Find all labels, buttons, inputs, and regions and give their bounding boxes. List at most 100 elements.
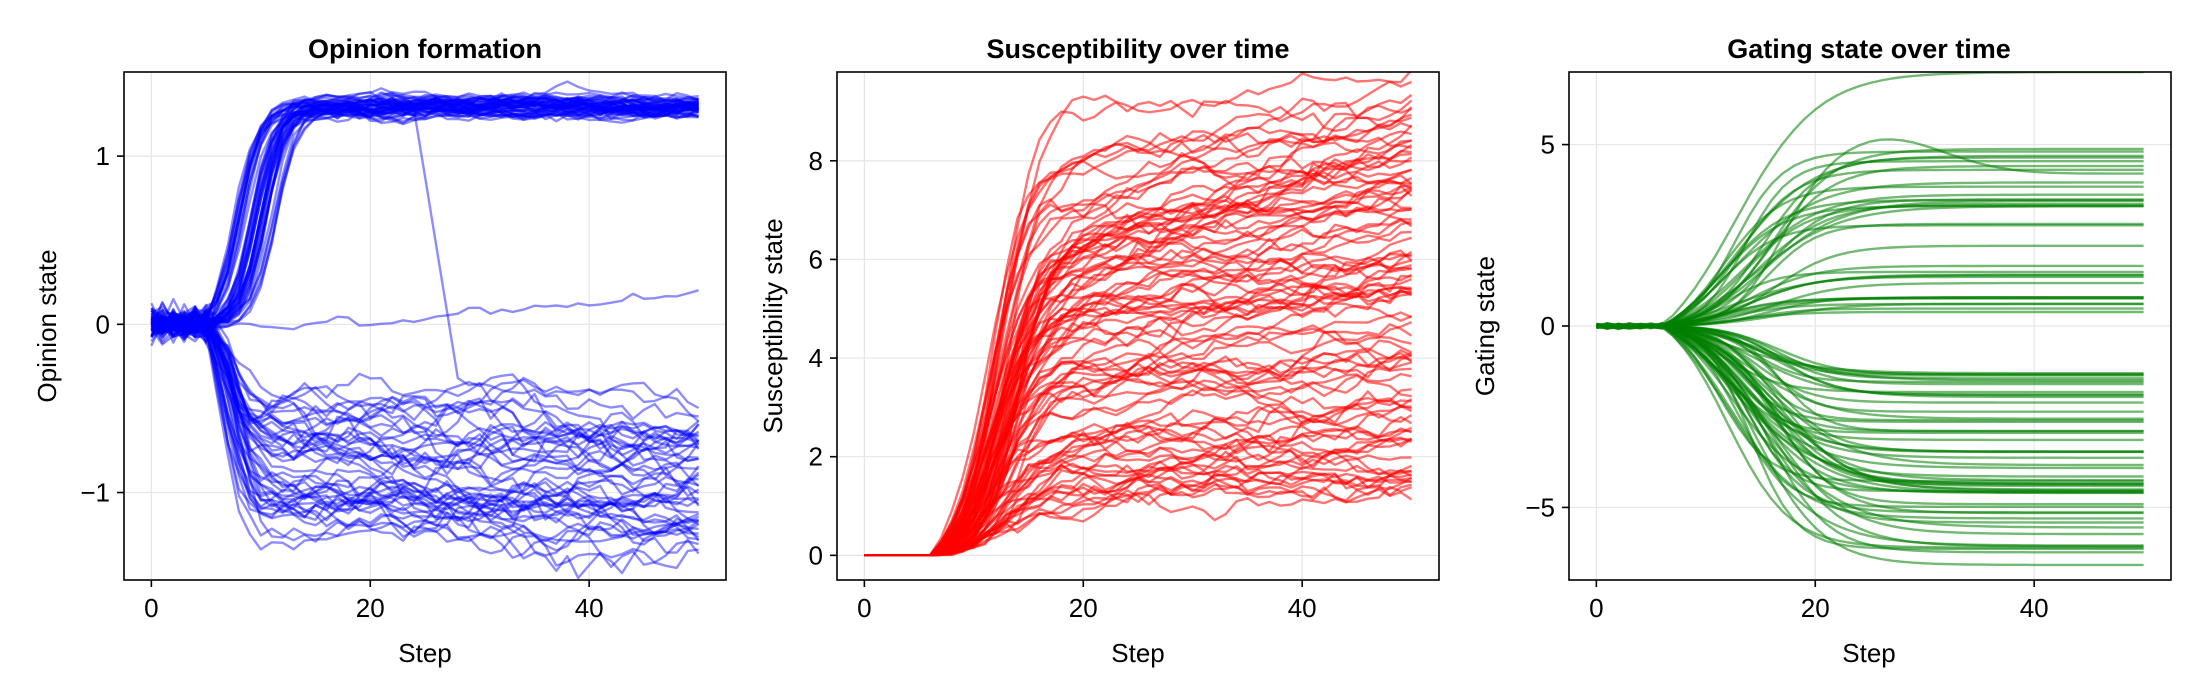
series-line [1596,323,2144,453]
series-line [1596,296,2144,329]
series-line [151,306,700,441]
series-line [151,91,699,338]
series-line [151,319,700,523]
series-line [1596,150,2144,330]
series-line [150,101,699,339]
tick-group: 0 20 40 −1 0 1 [80,141,603,623]
series-line [1596,193,2144,330]
series-line [150,93,699,345]
series-line [151,311,700,521]
y-tick-label: 0 [809,540,823,570]
series-line [864,104,1412,557]
series-line [150,306,700,486]
series-line [1596,147,2144,329]
series-line [150,99,699,333]
series-line [151,317,700,463]
series-line [150,87,699,337]
series-line [151,320,699,508]
series-line [150,103,699,335]
series-line [150,95,699,332]
series-line [150,313,699,559]
series-line [150,99,699,343]
series-line [1596,322,2144,549]
series-line [150,311,700,487]
series-line [864,378,1413,557]
y-axis-label: Susceptibility state [758,218,788,433]
x-axis-label: Step [1111,638,1165,668]
series-line [150,315,699,517]
grid [124,72,726,580]
series-line [150,94,699,338]
series-line [1596,323,2144,493]
y-axis-label: Opinion state [32,249,62,402]
series-line [150,99,699,335]
series-line [150,313,699,469]
series-line [150,93,699,329]
series-line [151,314,700,539]
series-line [150,100,699,336]
x-tick-label: 0 [1589,593,1603,623]
plot-frame [123,71,727,581]
series-line [1596,324,2144,485]
series-line [151,308,700,476]
series-line [151,96,699,326]
series-line [864,333,1412,557]
series-line [151,95,699,330]
series-group [1595,72,2144,567]
x-tick-label: 40 [1288,593,1317,623]
series-line [150,103,699,331]
series-line [150,100,699,333]
x-tick-label: 0 [144,593,158,623]
series-line [1596,302,2144,329]
x-tick-label: 40 [575,593,604,623]
series-line [1596,323,2144,486]
series-line [1596,198,2144,329]
series-line [151,310,700,457]
series-line [150,315,700,557]
series-line [150,96,699,338]
series-line [150,80,700,332]
series-line [864,273,1413,557]
y-tick-label: 4 [809,343,823,373]
panel-gating-state: Gating state over time 0 20 40 −5 0 5 Step Ga… [1470,34,2172,668]
y-tick-label: −1 [80,478,110,508]
y-tick-label: 8 [809,146,823,176]
y-tick-label: −5 [1525,492,1555,522]
x-tick-label: 20 [1801,593,1830,623]
series-line [150,311,700,542]
series-line [150,315,699,457]
y-tick-label: 2 [809,442,823,472]
series-line [150,302,700,536]
x-tick-label: 20 [1069,593,1098,623]
series-line [150,93,699,334]
series-line [150,101,699,343]
x-axis-label: Step [398,638,452,668]
series-line [1596,323,2144,399]
series-line [150,307,700,442]
series-line [151,95,699,334]
series-line [864,165,1412,557]
series-line [151,313,700,508]
series-group [150,80,700,580]
chart-title: Opinion formation [308,34,542,64]
series-line [150,321,699,519]
x-tick-label: 40 [2020,593,2049,623]
series-line [150,99,699,420]
series-line [151,308,699,541]
series-line [150,308,700,425]
series-line [150,313,699,513]
series-line [150,309,700,546]
series-line [1596,204,2144,328]
y-tick-label: 0 [96,309,110,339]
y-tick-label: 0 [1541,311,1555,341]
y-tick-label: 6 [809,244,823,274]
series-line [150,100,700,334]
series-line [150,100,700,335]
series-line [151,96,699,331]
series-line [150,102,699,344]
series-line [150,311,699,543]
series-line [150,90,699,331]
x-axis-label: Step [1842,638,1896,668]
series-line [150,97,699,341]
series-line [150,100,699,337]
